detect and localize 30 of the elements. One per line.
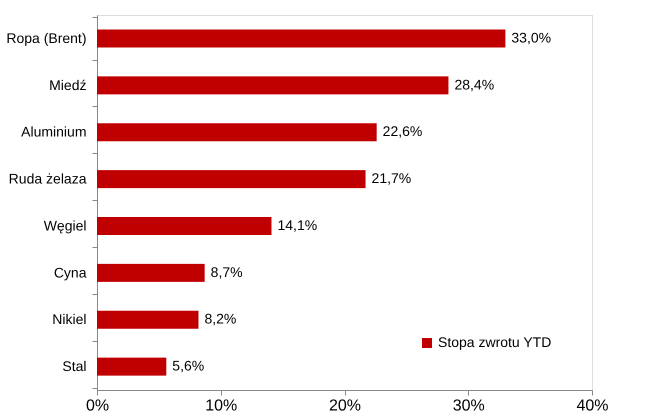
y-tick-label: Nikiel — [52, 311, 86, 328]
y-tick-label: Miedź — [49, 76, 86, 93]
y-tick-label: Ruda żelaza — [8, 170, 87, 187]
y-tick-label: Węgiel — [44, 217, 86, 234]
x-tick-label: 30% — [452, 398, 485, 414]
x-tick-label: 10% — [205, 398, 238, 414]
data-label: 8,2% — [204, 310, 236, 327]
data-label: 8,7% — [210, 264, 243, 280]
bar — [97, 123, 377, 142]
bar — [97, 170, 366, 188]
bar — [97, 358, 166, 376]
bar — [97, 216, 272, 235]
bar — [97, 76, 448, 94]
x-tick-label: 20% — [328, 398, 362, 414]
y-tick-label: Ropa (Brent) — [6, 30, 86, 46]
y-tick-label: Cyna — [54, 264, 87, 280]
data-label: 14,1% — [277, 216, 318, 233]
bar — [97, 310, 198, 329]
data-label: 28,4% — [454, 76, 494, 92]
x-tick-label: 40% — [576, 398, 609, 414]
data-label: 22,6% — [382, 123, 422, 140]
bar — [97, 264, 205, 282]
legend-label: Stopa zwrotu YTD — [438, 334, 552, 350]
data-label: 5,6% — [172, 358, 204, 374]
bar — [97, 29, 506, 48]
y-tick-label: Stal — [62, 358, 86, 374]
data-label: 21,7% — [372, 170, 412, 186]
x-tick-label: 0% — [86, 398, 110, 414]
data-label: 33,0% — [511, 29, 552, 46]
y-tick-label: Aluminium — [21, 124, 86, 140]
